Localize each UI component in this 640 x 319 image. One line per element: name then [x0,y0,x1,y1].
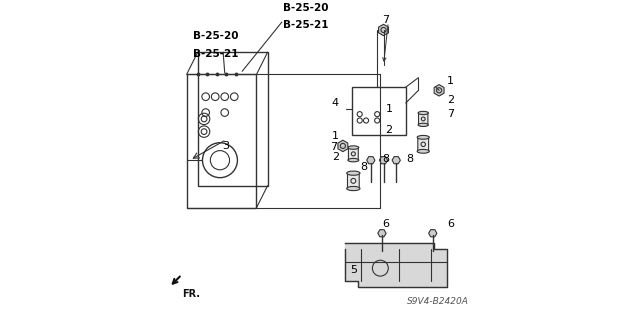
Ellipse shape [417,149,429,153]
Text: 6: 6 [447,219,454,229]
Ellipse shape [348,146,359,149]
Text: 8: 8 [383,154,390,164]
Text: FR.: FR. [182,289,200,299]
Bar [198,52,268,186]
Text: 6: 6 [382,219,389,229]
Text: 1: 1 [447,76,454,86]
Text: 4: 4 [332,98,339,108]
Text: 8: 8 [406,154,413,164]
Text: B-25-21: B-25-21 [284,20,329,30]
Ellipse shape [418,123,428,126]
Bar [352,87,406,135]
Text: 8: 8 [360,162,367,172]
Ellipse shape [348,159,359,162]
Ellipse shape [347,171,360,175]
Bar [187,74,257,208]
Text: 7: 7 [447,109,454,119]
Text: 2: 2 [332,152,339,162]
Text: 3: 3 [223,141,230,151]
Text: 7: 7 [382,15,389,26]
FancyBboxPatch shape [348,173,359,189]
Text: S9V4-B2420A: S9V4-B2420A [408,297,469,306]
Text: B-25-20: B-25-20 [284,3,329,12]
Text: 1: 1 [332,131,339,141]
Polygon shape [346,243,447,287]
Text: 2: 2 [447,95,454,105]
Text: 2: 2 [385,125,392,135]
Text: 1: 1 [385,104,392,115]
Text: B-25-21: B-25-21 [193,48,239,59]
Ellipse shape [347,186,360,191]
FancyBboxPatch shape [419,112,428,125]
Ellipse shape [417,136,429,139]
FancyBboxPatch shape [418,137,429,152]
Text: 7: 7 [330,143,337,152]
FancyBboxPatch shape [348,147,358,161]
Text: B-25-20: B-25-20 [193,31,239,41]
Text: 5: 5 [350,265,357,275]
Ellipse shape [418,111,428,115]
